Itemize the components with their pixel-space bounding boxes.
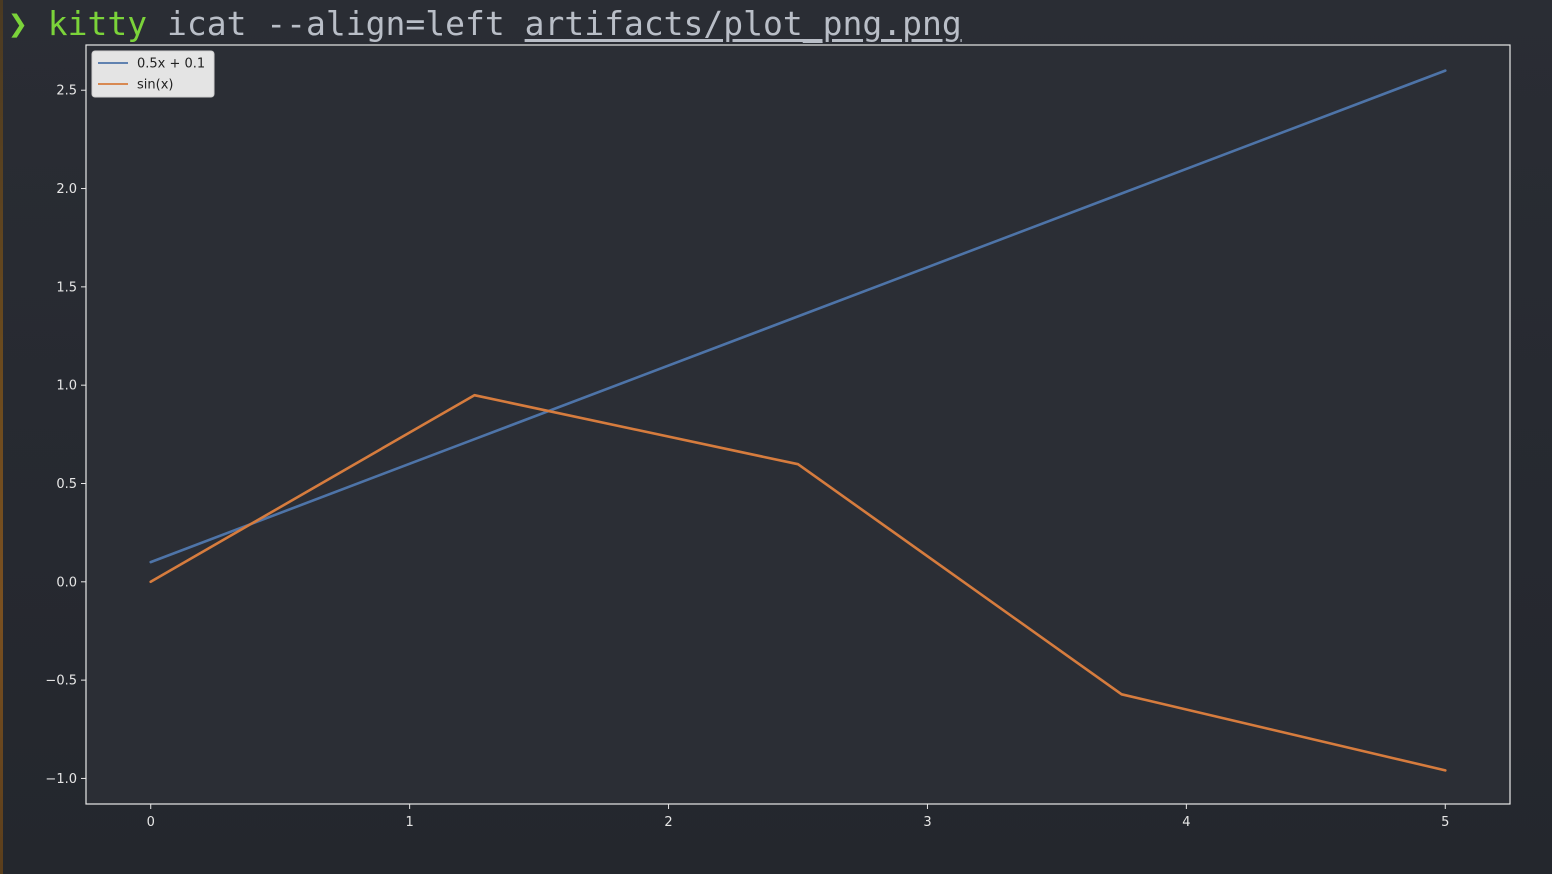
x-tick-label: 5 [1441,815,1449,830]
file-path-link[interactable]: artifacts/plot_png.png [524,4,962,43]
y-tick-label: 1.0 [56,379,77,394]
x-tick-label: 0 [147,815,155,830]
x-tick-label: 3 [923,815,931,830]
line-chart: −1.0 −0.5 0.0 0.5 1.0 1.5 2.0 2.5 0 1 2 3 4 5 0.5x +… [45,44,1511,830]
y-tick-label: −0.5 [45,674,77,689]
series-line-0 [149,69,1447,564]
command-args: icat --align=left [166,4,505,43]
x-axis: 0 1 2 3 4 5 [147,804,1449,830]
command-line: ❯ kitty icat --align=left artifacts/plot… [8,2,962,46]
legend-label: sin(x) [137,78,173,93]
window-edge [0,0,3,874]
x-tick-label: 1 [405,815,413,830]
y-tick-label: 2.0 [56,182,77,197]
x-tick-label: 4 [1182,815,1190,830]
y-tick-label: 1.5 [56,280,77,295]
plot-image: −1.0 −0.5 0.0 0.5 1.0 1.5 2.0 2.5 0 1 2 3 4 5 0.5x +… [0,44,1552,874]
series-line-1 [149,393,1447,772]
command-name: kitty [47,4,148,43]
series-lines [149,69,1447,772]
y-tick-label: −1.0 [45,772,77,787]
y-axis: −1.0 −0.5 0.0 0.5 1.0 1.5 2.0 2.5 [45,84,86,787]
plot-area [85,44,1511,805]
x-tick-label: 2 [664,815,672,830]
y-tick-label: 2.5 [56,84,77,99]
y-tick-label: 0.0 [56,575,77,590]
prompt-chevron-icon: ❯ [8,4,28,43]
y-tick-label: 0.5 [56,477,77,492]
legend: 0.5x + 0.1 sin(x) [91,50,215,98]
legend-label: 0.5x + 0.1 [137,57,205,72]
